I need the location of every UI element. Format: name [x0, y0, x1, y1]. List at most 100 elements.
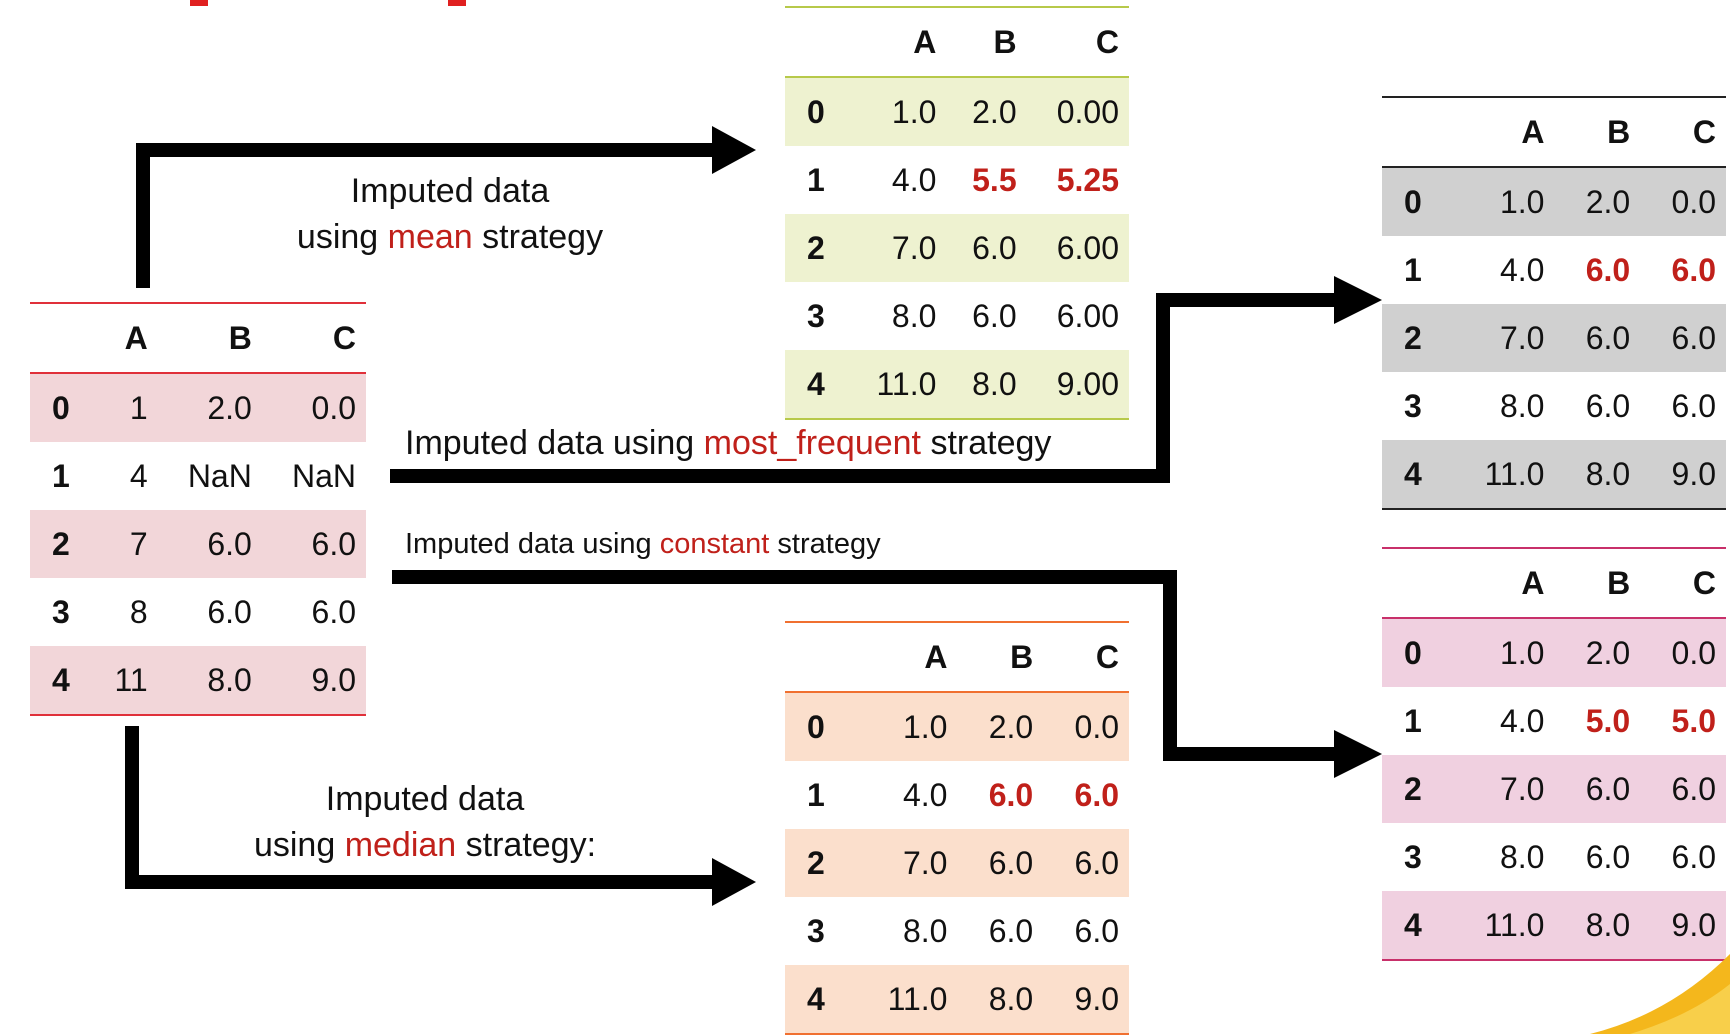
- column-header-a: A: [1521, 113, 1545, 150]
- table-cell: 4.0: [1499, 251, 1545, 288]
- table-cell: 4.0: [1499, 702, 1545, 739]
- index-header: [785, 7, 847, 77]
- table-cell: 6.0: [1585, 251, 1631, 288]
- table-cell: 6.0: [1585, 387, 1631, 424]
- table-cell: 11.0: [1484, 906, 1545, 943]
- constant-imputed-dataframe: A B C 0 1.0 2.0 0.0 1 4.0 5.0 5.0 2 7.0 6.0 6.0 3 8.0 6.0…: [1382, 547, 1726, 961]
- table-cell: NaN: [291, 457, 356, 494]
- table-cell: 9.0: [1671, 906, 1716, 943]
- arrow-to-median: [125, 726, 718, 889]
- column-header-c: C: [1692, 564, 1716, 601]
- row-index: 2: [807, 229, 825, 266]
- table-row: 0 1.0 2.0 0.0: [785, 692, 1129, 761]
- header-row: A B C: [785, 7, 1129, 77]
- row-index: 0: [807, 93, 825, 130]
- table-cell: 11.0: [1484, 455, 1545, 492]
- table-cell: 7.0: [1499, 770, 1545, 807]
- table-row: 1 4.0 6.0 6.0: [1382, 236, 1726, 304]
- table-cell: 6.0: [1671, 319, 1716, 356]
- table-cell: 6.0: [988, 912, 1034, 949]
- table-cell: 4.0: [891, 161, 937, 198]
- table-cell: 8.0: [972, 365, 1017, 402]
- table-cell: 8.0: [902, 912, 948, 949]
- table-cell: 8.0: [891, 297, 937, 334]
- table-cell: 6.0: [207, 525, 252, 562]
- table-row: 1 4.0 5.0 5.0: [1382, 687, 1726, 755]
- row-index: 3: [52, 593, 70, 630]
- table-cell: 6.0: [1585, 319, 1631, 356]
- most-frequent-strategy-name: most_frequent: [703, 424, 922, 462]
- row-index: 3: [1404, 838, 1422, 875]
- table-row: 3 8.0 6.0 6.00: [785, 282, 1129, 350]
- table-cell: 1: [129, 389, 148, 426]
- constant-strategy-label: Imputed data using constant strategy: [405, 528, 881, 560]
- table-cell: 6.0: [311, 525, 356, 562]
- table-row: 3 8 6.0 6.0: [30, 578, 366, 646]
- decorative-swoosh: [1590, 954, 1730, 1034]
- table-cell: 6.0: [1671, 387, 1716, 424]
- row-index: 0: [1404, 183, 1422, 220]
- header-row: A B C: [30, 303, 366, 373]
- cropped-title-bar: [190, 0, 466, 6]
- median-label-line2: using median strategy:: [253, 826, 597, 864]
- table-cell: 4: [129, 457, 148, 494]
- table-cell: 6.0: [1671, 251, 1716, 288]
- table-cell: 8.0: [988, 980, 1034, 1017]
- table-row: 4 11.0 8.0 9.00: [785, 350, 1129, 419]
- table-cell: 1.0: [902, 708, 948, 745]
- row-index: 2: [52, 525, 70, 562]
- table-cell: 8.0: [1585, 455, 1631, 492]
- table-cell: 11.0: [876, 365, 937, 402]
- original-dataframe: A B C 0 1 2.0 0.0 1 4 NaN NaN 2 7 6.0 6.0 3 8 6.0 6.0 4 11 8.…: [30, 302, 366, 716]
- arrow-to-constant: [392, 570, 1338, 761]
- table-row: 1 4 NaN NaN: [30, 442, 366, 510]
- row-index: 0: [52, 389, 70, 426]
- arrow-to-most-frequent: [390, 293, 1338, 483]
- median-strategy-name: median: [344, 826, 457, 864]
- table-row: 2 7.0 6.0 6.0: [1382, 304, 1726, 372]
- table-cell: 6.0: [1074, 912, 1119, 949]
- row-index: 0: [1404, 634, 1422, 671]
- column-header-b: B: [1607, 564, 1631, 601]
- header-row: A B C: [785, 622, 1129, 692]
- table-cell: 6.0: [207, 593, 252, 630]
- table-cell: 1.0: [1499, 634, 1545, 671]
- table-cell: 9.0: [311, 661, 356, 698]
- table-row: 1 4.0 5.5 5.25: [785, 146, 1129, 214]
- table-cell: 7.0: [1499, 319, 1545, 356]
- index-header: [785, 622, 851, 692]
- row-index: 3: [807, 297, 825, 334]
- table-row: 4 11 8.0 9.0: [30, 646, 366, 715]
- row-index: 2: [1404, 319, 1422, 356]
- index-header: [1382, 548, 1448, 618]
- table-cell: 6.0: [972, 297, 1017, 334]
- table-cell: 7: [129, 525, 148, 562]
- table-cell: 2.0: [972, 93, 1017, 130]
- table-cell: 4.0: [902, 776, 948, 813]
- table-cell: 0.0: [1671, 634, 1716, 671]
- table-row: 1 4.0 6.0 6.0: [785, 761, 1129, 829]
- table-row: 2 7.0 6.0 6.00: [785, 214, 1129, 282]
- table-cell: 6.0: [972, 229, 1017, 266]
- table-cell: 8: [129, 593, 148, 630]
- column-header-a: A: [913, 23, 937, 60]
- constant-strategy-name: constant: [659, 528, 770, 560]
- column-header-b: B: [1010, 638, 1034, 675]
- table-cell: 0.0: [1671, 183, 1716, 220]
- table-cell: 9.0: [1671, 455, 1716, 492]
- row-index: 4: [1404, 455, 1422, 492]
- table-cell: 11: [114, 661, 148, 698]
- table-cell: 0.0: [311, 389, 356, 426]
- index-header: [1382, 97, 1448, 167]
- table-cell: 6.0: [1585, 770, 1631, 807]
- table-cell: 7.0: [902, 844, 948, 881]
- mean-imputed-dataframe: A B C 0 1.0 2.0 0.00 1 4.0 5.5 5.25 2 7.0 6.0 6.00 3 8.0…: [785, 6, 1129, 420]
- row-index: 4: [1404, 906, 1422, 943]
- row-index: 4: [52, 661, 70, 698]
- table-row: 4 11.0 8.0 9.0: [1382, 440, 1726, 509]
- row-index: 0: [807, 708, 825, 745]
- table-cell: 1.0: [891, 93, 937, 130]
- table-cell: 8.0: [1499, 387, 1545, 424]
- row-index: 4: [807, 980, 825, 1017]
- column-header-c: C: [1692, 113, 1716, 150]
